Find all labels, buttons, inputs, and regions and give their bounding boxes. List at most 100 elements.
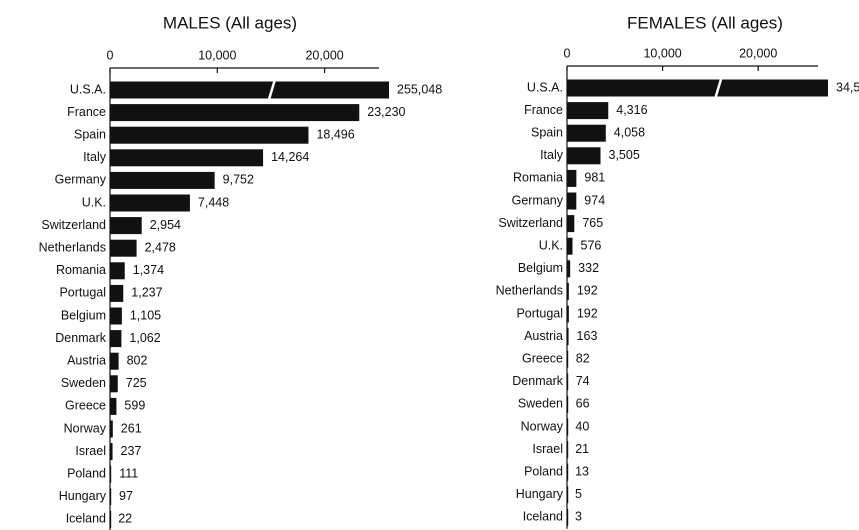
value-label: 576 [581, 238, 602, 252]
bar [567, 441, 569, 459]
value-label: 974 [584, 193, 605, 207]
bar [567, 237, 573, 255]
value-label: 3,505 [609, 148, 640, 162]
category-label: Germany [55, 173, 107, 187]
value-label: 82 [576, 351, 590, 365]
category-label: Iceland [66, 512, 106, 526]
bar [110, 352, 119, 370]
value-label: 981 [584, 171, 605, 185]
category-label: Sweden [518, 397, 563, 411]
bar [567, 508, 569, 526]
category-label: Romania [56, 263, 106, 277]
category-label: Greece [522, 351, 563, 365]
category-label: Switzerland [498, 216, 563, 230]
bar [110, 194, 190, 212]
category-label: Netherlands [39, 240, 106, 254]
bar [110, 397, 117, 415]
x-tick-label: 20,000 [739, 46, 777, 60]
bar [110, 171, 215, 189]
bar [567, 305, 569, 323]
category-label: Belgium [61, 308, 106, 322]
bar [110, 239, 137, 257]
category-label: U.K. [539, 238, 563, 252]
value-label: 2,954 [150, 218, 181, 232]
value-label: 332 [578, 261, 599, 275]
category-label: Sweden [61, 376, 106, 390]
bar [567, 328, 569, 346]
bar [567, 147, 601, 165]
value-label: 40 [575, 419, 589, 433]
bar [110, 420, 113, 438]
category-label: Belgium [518, 261, 563, 275]
x-tick-label: 0 [107, 48, 114, 62]
value-label: 255,048 [397, 82, 442, 96]
bar [567, 79, 828, 97]
chart-title: MALES (All ages) [163, 13, 297, 32]
bar [110, 510, 112, 528]
bar [110, 104, 360, 122]
category-label: Switzerland [41, 218, 106, 232]
bar [110, 149, 264, 167]
category-label: Italy [83, 150, 107, 164]
value-label: 22 [118, 512, 132, 526]
value-label: 4,058 [614, 125, 645, 139]
bar [567, 350, 569, 368]
bar [567, 124, 606, 142]
x-tick-label: 10,000 [198, 48, 236, 62]
bar [567, 463, 569, 481]
category-label: Netherlands [496, 284, 563, 298]
bar [110, 262, 125, 280]
value-label: 1,062 [129, 331, 160, 345]
x-tick-label: 10,000 [643, 46, 681, 60]
axis-break [267, 79, 277, 101]
bar [567, 169, 577, 187]
bar [567, 215, 575, 233]
category-label: Norway [64, 421, 107, 435]
bar [110, 126, 309, 144]
value-label: 3 [575, 510, 582, 524]
value-label: 725 [126, 376, 147, 390]
category-label: France [524, 103, 563, 117]
bar [110, 465, 112, 483]
bar [110, 443, 113, 461]
category-label: Iceland [523, 510, 563, 524]
value-label: 765 [582, 216, 603, 230]
value-label: 599 [124, 399, 145, 413]
value-label: 23,230 [367, 105, 405, 119]
value-label: 192 [577, 306, 598, 320]
value-label: 66 [576, 397, 590, 411]
bar [567, 395, 569, 413]
value-label: 163 [577, 329, 598, 343]
category-label: Israel [532, 442, 563, 456]
bar [110, 488, 112, 506]
value-label: 14,264 [271, 150, 309, 164]
bar [110, 375, 118, 393]
category-label: Romania [513, 171, 563, 185]
bar [567, 192, 577, 210]
category-label: Spain [531, 125, 563, 139]
category-label: Portugal [516, 306, 563, 320]
value-label: 2,478 [145, 240, 176, 254]
value-label: 5 [575, 487, 582, 501]
category-label: Hungary [516, 487, 564, 501]
bar [567, 418, 569, 436]
bar [567, 260, 571, 278]
value-label: 1,105 [130, 308, 161, 322]
chart-title: FEMALES (All ages) [627, 13, 783, 32]
value-label: 74 [576, 374, 590, 388]
category-label: Austria [524, 329, 563, 343]
category-label: Greece [65, 399, 106, 413]
x-tick-label: 20,000 [305, 48, 343, 62]
value-label: 261 [121, 421, 142, 435]
category-label: Italy [540, 148, 564, 162]
category-label: U.S.A. [70, 82, 106, 96]
value-label: 21 [575, 442, 589, 456]
category-label: Hungary [59, 489, 107, 503]
value-label: 1,237 [131, 286, 162, 300]
value-label: 111 [119, 466, 138, 480]
value-label: 192 [577, 284, 598, 298]
value-label: 34,571 [836, 80, 859, 94]
value-label: 97 [119, 489, 133, 503]
category-label: Norway [521, 419, 564, 433]
category-label: Israel [75, 444, 106, 458]
